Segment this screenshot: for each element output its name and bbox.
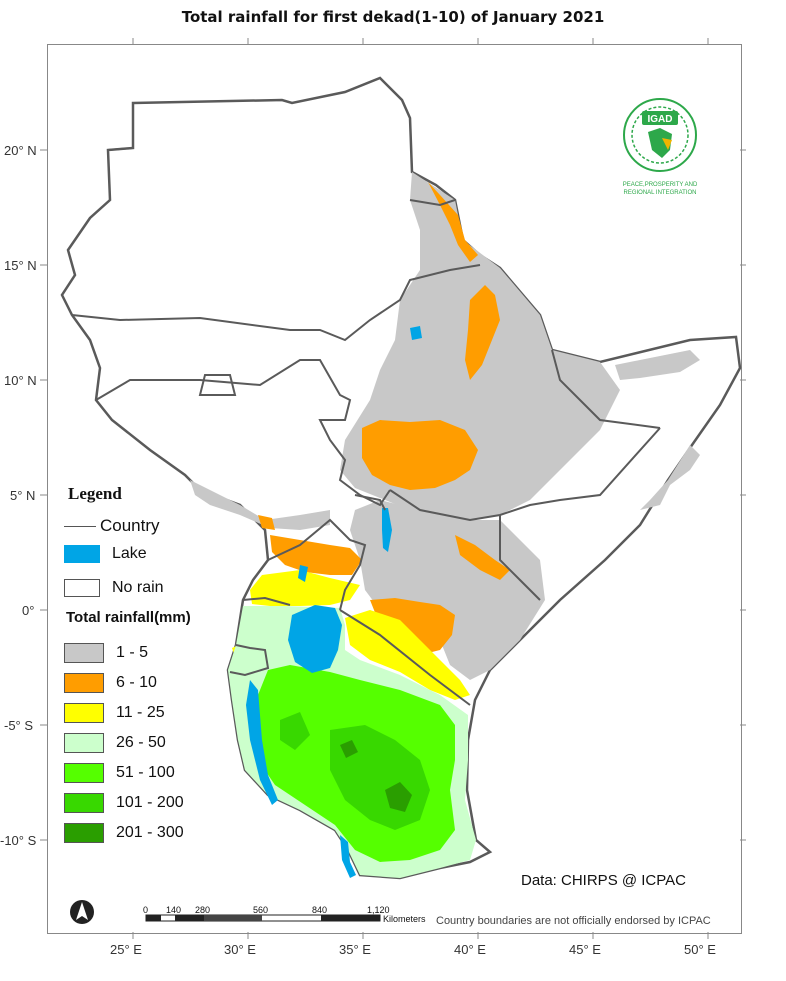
legend-class-1: 1 - 5 bbox=[64, 643, 148, 663]
lon-label-35e: 35° E bbox=[339, 942, 371, 957]
legend-class-2: 6 - 10 bbox=[64, 673, 157, 693]
class-swatch-5 bbox=[64, 763, 104, 783]
scale-tick-560: 560 bbox=[253, 905, 269, 915]
lat-label-20n: 20° N bbox=[4, 143, 37, 158]
logo-tagline-1: PEACE,PROSPERITY AND bbox=[623, 182, 698, 188]
lake-turkana bbox=[382, 508, 392, 552]
rain-class-201-300-areas bbox=[340, 740, 412, 812]
country-borders bbox=[71, 103, 661, 706]
legend-class-6: 101 - 200 bbox=[64, 793, 184, 813]
rain-class-6-10-areas bbox=[258, 182, 510, 655]
country-line-symbol bbox=[64, 525, 96, 527]
scale-tick-1120: 1,120 bbox=[367, 905, 390, 915]
class-label-4: 26 - 50 bbox=[116, 734, 166, 751]
legend-class-4: 26 - 50 bbox=[64, 733, 166, 753]
class-label-1: 1 - 5 bbox=[116, 644, 149, 661]
lat-label-15n: 15° N bbox=[4, 258, 37, 273]
lake-tanganyika bbox=[246, 680, 278, 805]
boundary-disclaimer: Country boundaries are not officially en… bbox=[436, 915, 711, 927]
logo-tagline-2: REGIONAL INTEGRATION bbox=[623, 190, 696, 196]
class-label-2: 6 - 10 bbox=[116, 674, 157, 691]
lake-tana bbox=[410, 326, 422, 340]
scale-bar bbox=[145, 914, 381, 922]
class-label-5: 51 - 100 bbox=[116, 764, 175, 781]
legend-country-label: Country bbox=[100, 516, 160, 535]
legend-no-rain-label: No rain bbox=[112, 579, 164, 596]
class-label-7: 201 - 300 bbox=[116, 824, 184, 841]
logo-text: IGAD bbox=[648, 114, 673, 125]
legend-class-7: 201 - 300 bbox=[64, 823, 184, 843]
legend-lake-label: Lake bbox=[112, 545, 147, 562]
lon-label-25e: 25° E bbox=[110, 942, 142, 957]
class-swatch-6 bbox=[64, 793, 104, 813]
no-rain-swatch bbox=[64, 579, 100, 597]
lake-victoria bbox=[288, 605, 342, 673]
lat-label-0: 0° bbox=[22, 603, 35, 618]
lon-label-45e: 45° E bbox=[569, 942, 601, 957]
lake-albert bbox=[298, 565, 308, 582]
class-swatch-3 bbox=[64, 703, 104, 723]
class-swatch-1 bbox=[64, 643, 104, 663]
lon-label-40e: 40° E bbox=[454, 942, 486, 957]
scale-unit: Kilometers bbox=[383, 914, 426, 924]
lat-label-5s: -5° S bbox=[4, 718, 34, 733]
lat-label-10n: 10° N bbox=[4, 373, 37, 388]
class-swatch-2 bbox=[64, 673, 104, 693]
lat-label-10s: -10° S bbox=[0, 833, 37, 848]
north-arrow-icon bbox=[70, 900, 94, 924]
scale-tick-0: 0 bbox=[143, 905, 149, 915]
lake-swatch bbox=[64, 545, 100, 563]
legend-rainfall-title: Total rainfall(mm) bbox=[66, 609, 191, 626]
lon-label-30e: 30° E bbox=[224, 942, 256, 957]
legend-class-5: 51 - 100 bbox=[64, 763, 175, 783]
lakes bbox=[246, 326, 422, 878]
legend-title: Legend bbox=[68, 484, 122, 503]
class-swatch-7 bbox=[64, 823, 104, 843]
scale-tick-840: 840 bbox=[312, 905, 328, 915]
class-swatch-4 bbox=[64, 733, 104, 753]
data-credit: Data: CHIRPS @ ICPAC bbox=[521, 872, 686, 889]
map-title: Total rainfall for first dekad(1-10) of … bbox=[181, 8, 605, 26]
scale-tick-140: 140 bbox=[166, 905, 182, 915]
tick-marks bbox=[40, 38, 746, 939]
lake-malawi bbox=[340, 835, 356, 878]
legend-class-3: 11 - 25 bbox=[64, 703, 165, 723]
class-label-3: 11 - 25 bbox=[116, 704, 165, 721]
lat-label-5n: 5° N bbox=[10, 488, 36, 503]
class-label-6: 101 - 200 bbox=[116, 794, 184, 811]
legend-country: Country bbox=[64, 516, 160, 536]
lon-label-50e: 50° E bbox=[684, 942, 716, 957]
igad-logo bbox=[623, 98, 697, 172]
legend-lake: Lake bbox=[64, 545, 147, 563]
legend-no-rain: No rain bbox=[64, 579, 164, 597]
scale-tick-280: 280 bbox=[195, 905, 211, 915]
